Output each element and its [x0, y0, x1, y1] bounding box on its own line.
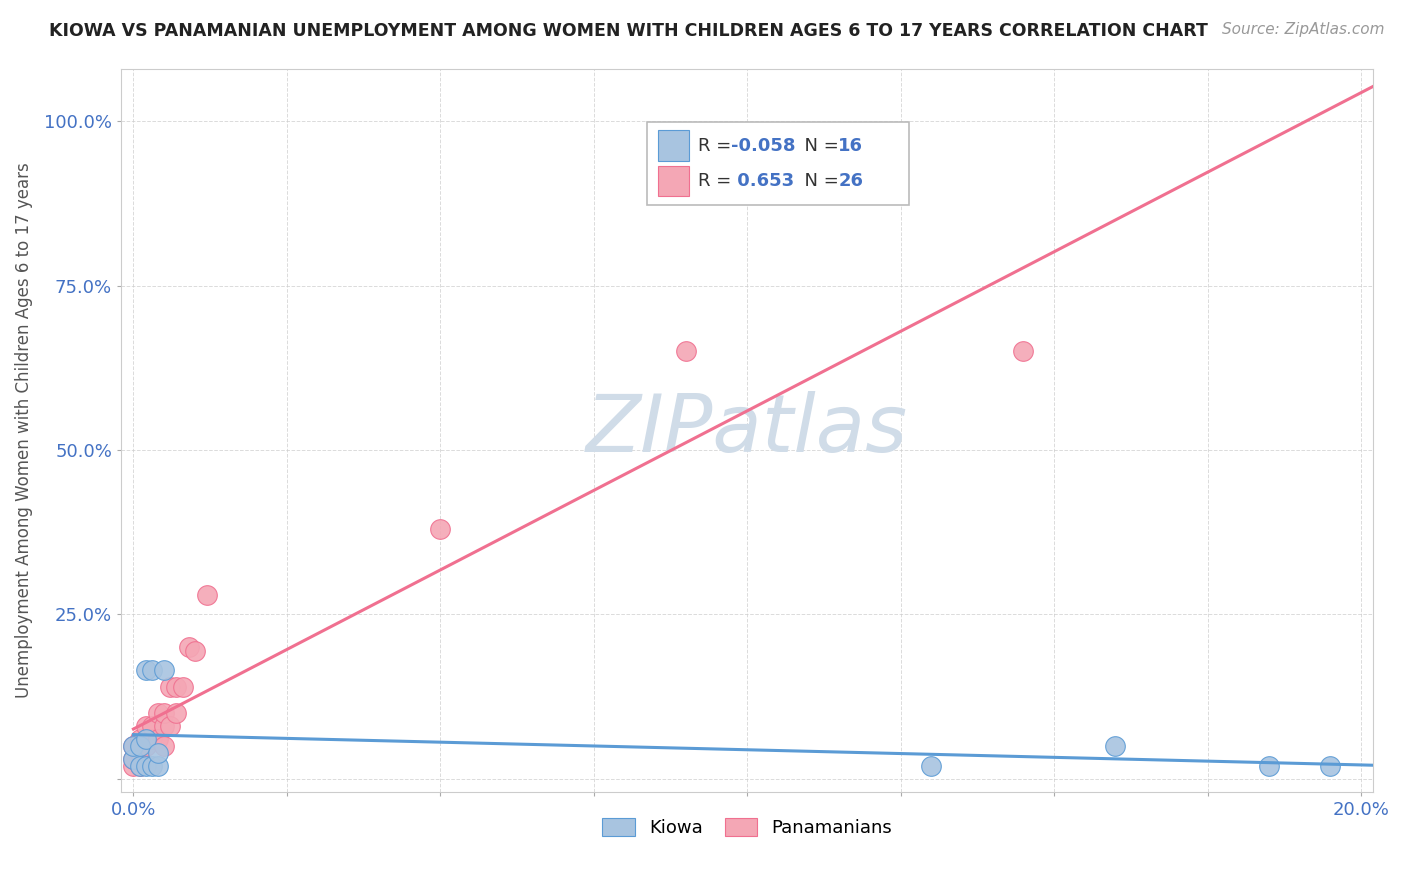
Point: [159, 719, 181, 733]
Point: [135, 739, 157, 753]
Text: R =: R =: [697, 172, 737, 190]
Text: N =: N =: [793, 172, 845, 190]
Point: [165, 706, 187, 720]
Point: [128, 758, 150, 772]
Point: [135, 663, 157, 677]
Text: 16: 16: [838, 136, 863, 154]
Point: [172, 680, 194, 694]
Point: [153, 739, 176, 753]
Point: [429, 522, 451, 536]
Point: [1257, 758, 1279, 772]
Point: [141, 732, 163, 747]
Point: [128, 758, 150, 772]
Text: KIOWA VS PANAMANIAN UNEMPLOYMENT AMONG WOMEN WITH CHILDREN AGES 6 TO 17 YEARS CO: KIOWA VS PANAMANIAN UNEMPLOYMENT AMONG W…: [49, 22, 1208, 40]
Point: [128, 746, 150, 760]
Point: [122, 739, 145, 753]
Point: [135, 758, 157, 772]
Point: [184, 643, 207, 657]
Point: [153, 663, 176, 677]
Point: [146, 758, 169, 772]
Point: [122, 752, 145, 766]
Text: R =: R =: [697, 136, 737, 154]
Point: [1012, 344, 1035, 359]
Point: [122, 739, 145, 753]
Point: [128, 732, 150, 747]
Point: [122, 758, 145, 772]
Point: [146, 732, 169, 747]
Point: [141, 663, 163, 677]
Y-axis label: Unemployment Among Women with Children Ages 6 to 17 years: Unemployment Among Women with Children A…: [15, 162, 32, 698]
Point: [165, 680, 187, 694]
Point: [135, 732, 157, 747]
Point: [1104, 739, 1126, 753]
Point: [146, 746, 169, 760]
Text: -0.058: -0.058: [731, 136, 796, 154]
Point: [146, 706, 169, 720]
Point: [141, 758, 163, 772]
Point: [135, 719, 157, 733]
Text: 26: 26: [838, 172, 863, 190]
Point: [128, 739, 150, 753]
Point: [122, 752, 145, 766]
Point: [195, 588, 218, 602]
Text: 0.653: 0.653: [731, 172, 794, 190]
Point: [1319, 758, 1341, 772]
Point: [153, 719, 176, 733]
Text: ZIPatlas: ZIPatlas: [586, 392, 908, 469]
Text: Source: ZipAtlas.com: Source: ZipAtlas.com: [1222, 22, 1385, 37]
Text: N =: N =: [793, 136, 845, 154]
Point: [159, 680, 181, 694]
Point: [153, 706, 176, 720]
Point: [675, 344, 697, 359]
Point: [177, 640, 200, 655]
Point: [141, 719, 163, 733]
Point: [920, 758, 942, 772]
Legend: Kiowa, Panamanians: Kiowa, Panamanians: [595, 811, 900, 845]
